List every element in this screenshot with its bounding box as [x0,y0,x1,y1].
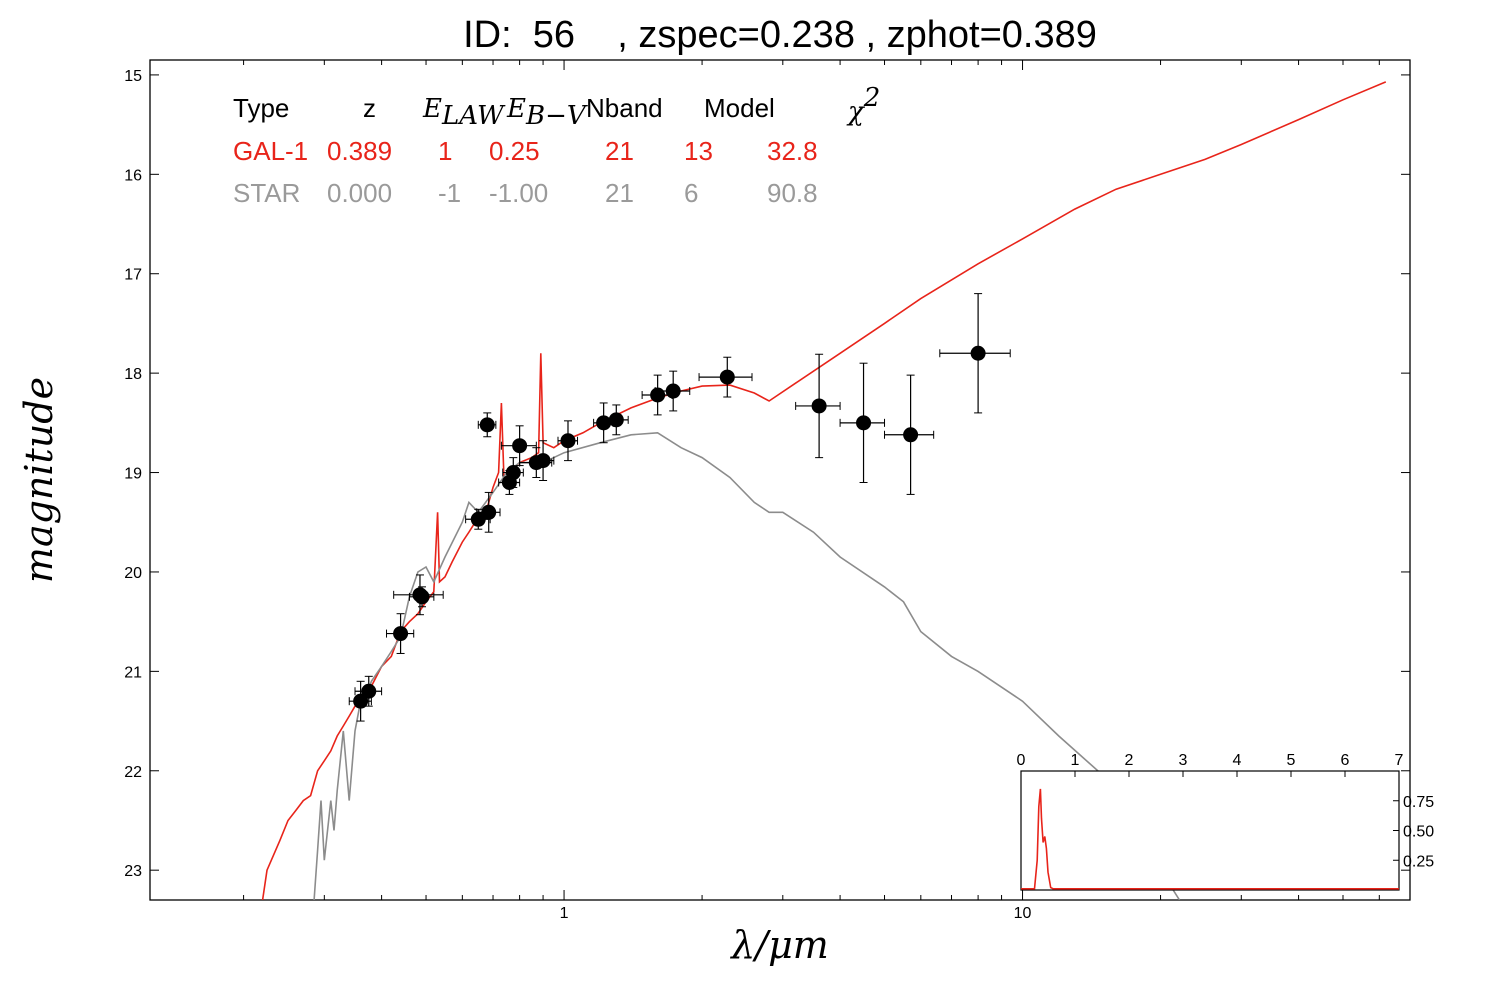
observation-marker [481,504,497,520]
inset-x-tick-label: 3 [1179,752,1188,769]
table-cell: GAL-1 [233,136,308,166]
observation-marker [535,453,551,469]
table-cell: 21 [605,136,634,166]
y-tick-label: 16 [124,167,142,184]
observation-point [476,491,501,533]
observation-marker [811,398,827,414]
observation-marker [903,427,919,443]
observation-marker [665,383,681,399]
fit-table: Type z ELAW EB−V Nband Model χ2 GAL-1 0.3… [233,83,880,208]
header-type: Type [233,93,289,123]
table-cell: -1.00 [489,178,548,208]
table-cell: 90.8 [767,178,818,208]
inset-x-tick-label: 2 [1125,752,1134,769]
table-cell: -1 [438,178,461,208]
y-tick-label: 18 [124,366,142,383]
observation-marker [560,433,576,449]
observation-point [698,356,753,398]
table-cell: 21 [605,178,634,208]
header-model: Model [704,93,775,123]
inset-y-tick-label: 0.50 [1403,824,1434,841]
observation-marker [414,589,430,605]
inset-x-tick-label: 0 [1017,752,1026,769]
observation-point [884,374,935,495]
inset-y-tick-label: 0.75 [1403,794,1434,811]
header-nband: Nband [586,93,663,123]
y-tick-label: 17 [124,267,142,284]
table-cell: 13 [684,136,713,166]
y-tick-label: 15 [124,68,142,85]
observation-point [354,675,383,707]
observation-point [477,412,497,438]
y-tick-label: 21 [124,664,142,681]
x-axis-label: λ/μm [729,923,829,967]
observation-marker [970,345,986,361]
observation-marker [608,412,624,428]
observation-marker [505,465,521,481]
inset-x-tick-label: 6 [1341,752,1350,769]
plot-frame [149,59,1411,901]
observation-point [502,457,524,488]
pdz-curve [1021,788,1399,890]
table-cell: 0.389 [327,136,392,166]
x-tick-label: 1 [560,905,569,922]
observation-point [939,293,1011,414]
inset-x-tick-label: 5 [1287,752,1296,769]
y-tick-label: 20 [124,565,142,582]
observation-marker [353,693,369,709]
y-tick-label: 19 [124,466,142,483]
inset-x-tick-label: 7 [1395,752,1404,769]
observation-marker [650,387,666,403]
observation-marker [719,369,735,385]
galaxy-model-curve [261,81,1387,900]
observation-point [603,404,629,436]
observation-marker [479,417,495,433]
table-cell: 6 [684,178,698,208]
observation-point [654,370,691,412]
observation-point [408,586,435,608]
observation-marker [393,626,409,642]
observation-point [348,680,372,722]
header-elaw: ELAW [422,94,506,131]
y-tick-label: 22 [124,764,142,781]
header-chi2: χ2 [846,83,880,127]
y-axis-label: magnitude [17,377,61,583]
inset-y-tick-label: 0.25 [1403,853,1434,870]
inset-frame [1020,770,1400,891]
observation-point [531,440,555,481]
table-cell: STAR [233,178,300,208]
table-cell: 0.25 [489,136,540,166]
table-cell: 32.8 [767,136,818,166]
observation-point [795,353,841,459]
observation-point [557,420,579,462]
observation-point [386,613,415,654]
header-ebv: EB−V [506,94,588,131]
y-tick-label: 23 [124,863,142,880]
inset-x-tick-label: 1 [1071,752,1080,769]
observation-marker [856,415,872,431]
table-cell: 0.000 [327,178,392,208]
chart-title: ID: 56 , zspec=0.238 , zphot=0.389 [463,14,1097,56]
header-z: z [363,93,376,123]
x-tick-label: 10 [1014,905,1032,922]
table-cell: 1 [438,136,452,166]
observation-point [839,362,886,483]
observation-marker [361,683,377,699]
observation-marker [512,438,528,454]
inset-x-tick-label: 4 [1233,752,1242,769]
